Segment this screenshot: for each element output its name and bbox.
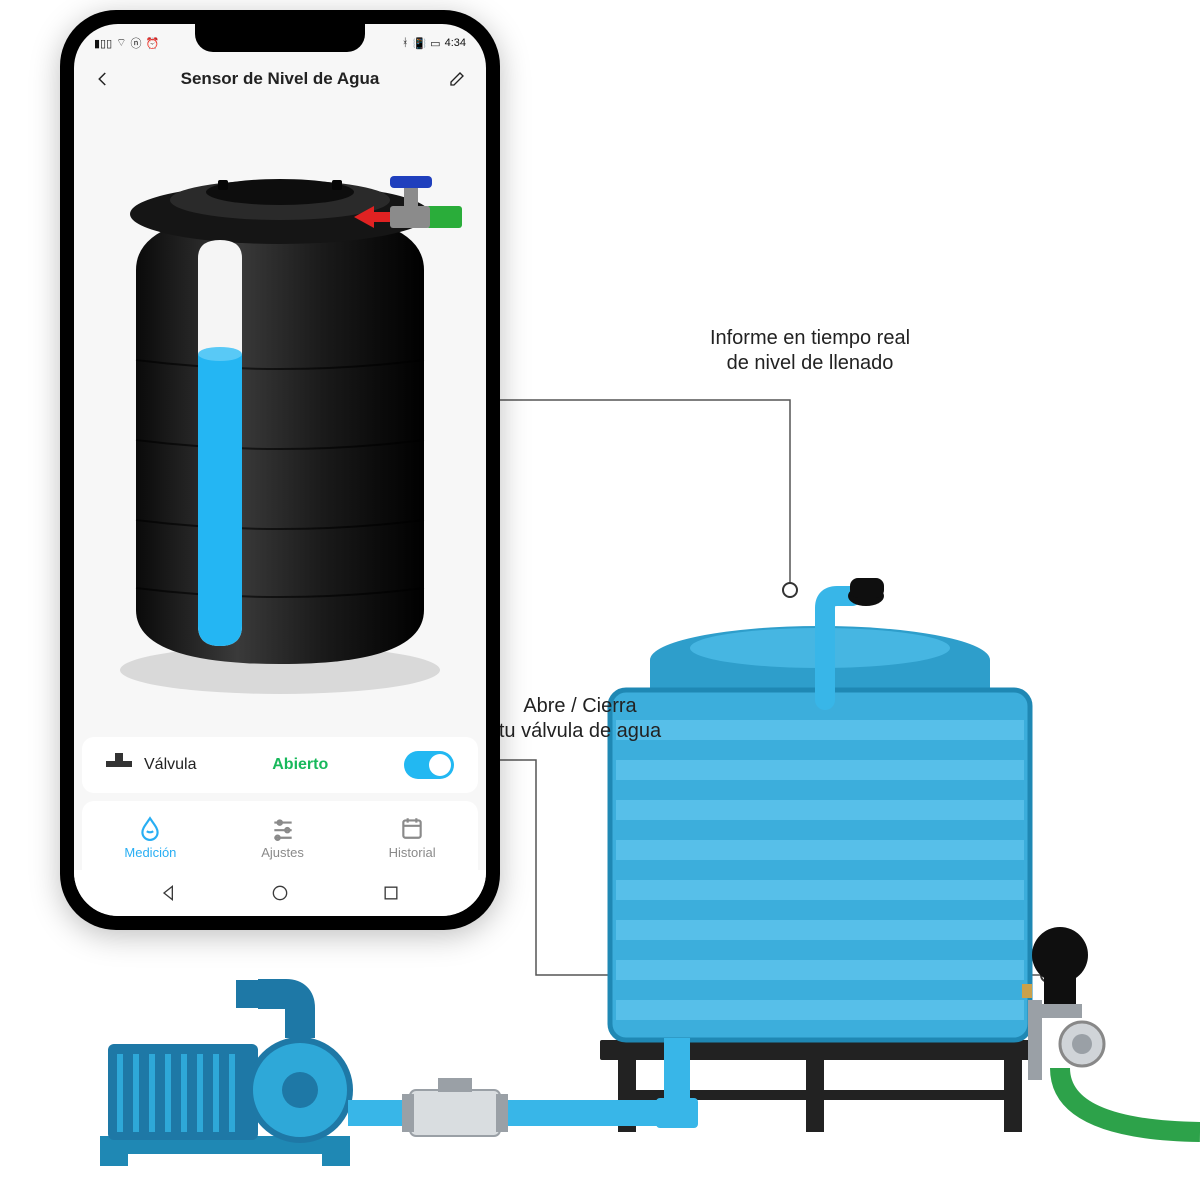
- tab-ajustes-label: Ajustes: [261, 845, 304, 860]
- tab-historial-label: Historial: [389, 845, 436, 860]
- annot-valve-l2: tu válvula de agua: [470, 719, 690, 744]
- tank-stand: [600, 1040, 1040, 1132]
- level-sensor: [825, 578, 884, 700]
- annot-realtime-l1: Informe en tiempo real: [670, 326, 950, 351]
- signal-icon: ▮▯▯: [94, 37, 112, 50]
- valve-label: Válvula: [144, 756, 196, 774]
- smart-valve: [1022, 927, 1200, 1132]
- droplet-icon: [137, 815, 163, 841]
- android-nav: [74, 870, 486, 916]
- nav-recent-icon[interactable]: [381, 883, 401, 903]
- app-header: Sensor de Nivel de Agua: [74, 58, 486, 96]
- app-title: Sensor de Nivel de Agua: [181, 69, 380, 89]
- annot-valve-l1: Abre / Cierra: [470, 694, 690, 719]
- valve-status: Abierto: [272, 756, 328, 774]
- back-button[interactable]: [92, 68, 114, 90]
- alarm-icon: ⏰: [146, 37, 160, 50]
- tab-medicion-label: Medición: [124, 845, 176, 860]
- valve-row: Válvula Abierto: [82, 737, 478, 793]
- sliders-icon: [270, 815, 296, 841]
- nav-back-icon[interactable]: [159, 883, 179, 903]
- status-right: ᚼ 📳 ▭ 4:34: [402, 37, 466, 50]
- battery-icon: ▭: [430, 37, 440, 50]
- tab-ajustes[interactable]: Ajustes: [261, 815, 304, 860]
- tank-svg: [90, 140, 470, 700]
- main-pipe: [348, 1038, 698, 1136]
- nav-home-icon[interactable]: [270, 883, 290, 903]
- water-tank: [610, 626, 1030, 1040]
- water-pump: [100, 980, 350, 1166]
- nfc-icon: ⓝ: [131, 35, 142, 51]
- valve-toggle[interactable]: [404, 751, 454, 779]
- annot-line-valve: [438, 753, 1055, 982]
- clock-text: 4:34: [445, 37, 466, 49]
- annot-realtime: Informe en tiempo real de nivel de llena…: [670, 326, 950, 376]
- tank-illustration: [74, 96, 486, 737]
- bottom-tabs: Medición Ajustes Historial: [82, 801, 478, 870]
- valve-icon: [106, 753, 132, 778]
- pipe-fitting: [402, 1078, 508, 1136]
- bt-icon: ᚼ: [402, 37, 409, 49]
- phone-notch: [195, 24, 365, 52]
- annot-valve: Abre / Cierra tu válvula de agua: [470, 694, 690, 744]
- phone-frame: ▮▯▯ ⌔ ⓝ ⏰ ᚼ 📳 ▭ 4:34 Sensor de Nivel de …: [60, 10, 500, 930]
- edit-button[interactable]: [446, 68, 468, 90]
- annot-realtime-l2: de nivel de llenado: [670, 351, 950, 376]
- tab-historial[interactable]: Historial: [389, 815, 436, 860]
- wifi-icon: ⌔: [116, 36, 126, 50]
- calendar-icon: [399, 815, 425, 841]
- phone-screen: ▮▯▯ ⌔ ⓝ ⏰ ᚼ 📳 ▭ 4:34 Sensor de Nivel de …: [74, 24, 486, 916]
- vibrate-icon: 📳: [412, 37, 426, 50]
- status-left: ▮▯▯ ⌔ ⓝ ⏰: [94, 35, 159, 51]
- tab-medicion[interactable]: Medición: [124, 815, 176, 860]
